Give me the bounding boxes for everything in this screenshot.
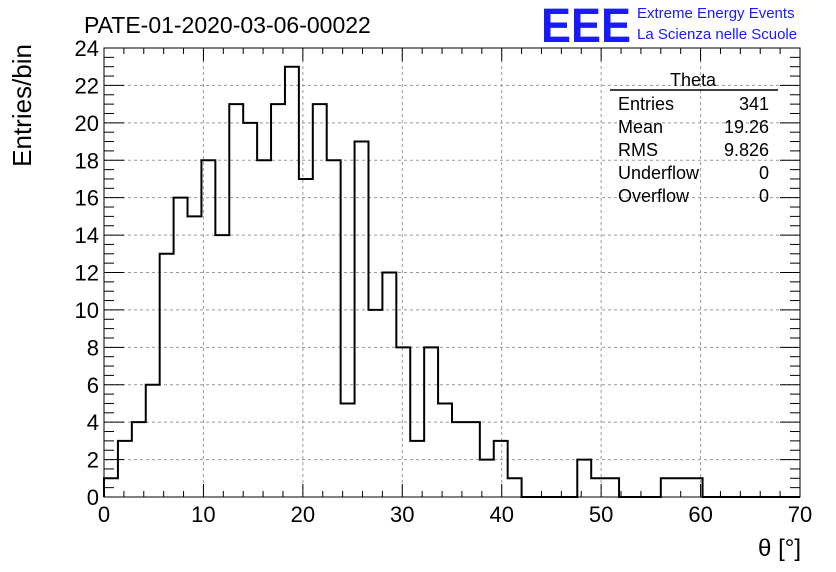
y-tick-label: 6 (87, 373, 99, 398)
x-tick-label: 20 (291, 502, 315, 527)
x-tick-labels: 0 10 20 30 40 50 60 70 (98, 502, 812, 527)
y-tick-label: 0 (87, 485, 99, 510)
eee-logo-mark: EEE (541, 0, 631, 53)
stats-row-label: Underflow (618, 163, 700, 183)
stats-row-label: Entries (618, 94, 674, 114)
x-tick-label: 70 (788, 502, 812, 527)
stats-row-value: 19.26 (724, 117, 769, 137)
x-tick-label: 60 (688, 502, 712, 527)
eee-logo: EEE Extreme Energy Events La Scienza nel… (541, 0, 797, 53)
x-tick-label: 0 (98, 502, 110, 527)
stats-title: Theta (670, 70, 717, 90)
y-tick-label: 12 (75, 261, 99, 286)
histogram-line (103, 65, 800, 498)
y-tick-label: 18 (75, 148, 99, 173)
x-tick-label: 40 (489, 502, 513, 527)
x-tick-label: 30 (390, 502, 414, 527)
stats-row-value: 9.826 (724, 140, 769, 160)
y-tick-label: 4 (87, 410, 99, 435)
y-tick-label: 8 (87, 335, 99, 360)
y-tick-label: 14 (75, 223, 99, 248)
stats-row-label: Overflow (618, 186, 690, 206)
eee-logo-line2: La Scienza nelle Scuole (637, 26, 797, 43)
y-tick-label: 16 (75, 186, 99, 211)
x-tick-label: 10 (191, 502, 215, 527)
y-tick-label: 2 (87, 448, 99, 473)
y-tick-label: 10 (75, 298, 99, 323)
stats-row-value: 341 (739, 94, 769, 114)
eee-logo-line1: Extreme Energy Events (637, 5, 795, 22)
x-axis-label: θ [°] (758, 535, 801, 562)
y-tick-label: 22 (75, 73, 99, 98)
grid-lines (104, 48, 800, 497)
y-axis-label: Entries/bin (7, 44, 37, 167)
stats-row-label: RMS (618, 140, 658, 160)
x-tick-label: 50 (589, 502, 613, 527)
y-tick-label: 20 (75, 111, 99, 136)
stats-box: Theta Entries 341 Mean 19.26 RMS 9.826 Underfl… (610, 70, 778, 206)
axis-ticks (103, 47, 801, 498)
stats-row-value: 0 (759, 163, 769, 183)
y-tick-label: 24 (75, 36, 99, 61)
stats-row-value: 0 (759, 186, 769, 206)
chart-title: PATE-01-2020-03-06-00022 (84, 12, 371, 38)
stats-row-label: Mean (618, 117, 663, 137)
